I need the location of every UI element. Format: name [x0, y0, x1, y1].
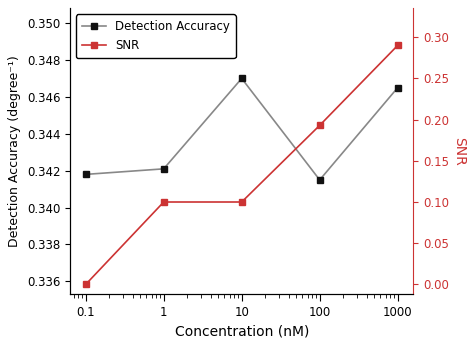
X-axis label: Concentration (nM): Concentration (nM) — [174, 325, 309, 339]
Line: SNR: SNR — [82, 42, 401, 288]
Line: Detection Accuracy: Detection Accuracy — [82, 75, 401, 183]
Legend: Detection Accuracy, SNR: Detection Accuracy, SNR — [76, 14, 236, 58]
Detection Accuracy — [395, 86, 401, 90]
Y-axis label: SNR: SNR — [452, 137, 465, 166]
SNR — [317, 123, 322, 127]
Detection Accuracy — [83, 172, 89, 177]
Detection Accuracy — [239, 76, 245, 81]
Detection Accuracy — [317, 178, 322, 182]
SNR — [395, 43, 401, 48]
Y-axis label: Detection Accuracy (degree⁻¹): Detection Accuracy (degree⁻¹) — [9, 56, 21, 247]
Detection Accuracy — [161, 167, 166, 171]
SNR — [161, 200, 166, 204]
SNR — [83, 282, 89, 287]
SNR — [239, 200, 245, 204]
